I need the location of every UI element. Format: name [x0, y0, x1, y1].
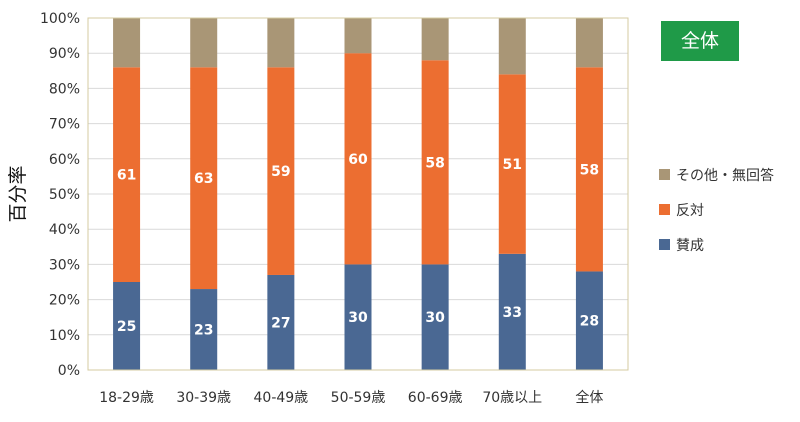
y-tick-label: 40% — [49, 222, 80, 238]
legend-label: 賛成 — [676, 238, 704, 254]
y-tick-label: 80% — [49, 81, 80, 97]
bar-segment — [190, 67, 218, 290]
y-tick-label: 20% — [49, 293, 80, 309]
y-tick-label: 0% — [58, 363, 80, 379]
bar-segment — [344, 264, 372, 370]
y-tick-label: 10% — [49, 328, 80, 344]
data-label: 25 — [117, 319, 136, 335]
bar-segment — [267, 274, 295, 370]
plot-frame — [87, 17, 629, 371]
legend-label: 反対 — [676, 203, 704, 219]
y-tick-label: 60% — [49, 152, 80, 168]
bar-segment — [267, 18, 295, 68]
data-label: 30 — [425, 310, 445, 326]
bar-segment — [498, 253, 526, 370]
y-tick-label: 30% — [49, 257, 80, 273]
y-tick-label: 90% — [49, 46, 80, 62]
x-tick-label: 60-69歳 — [408, 390, 463, 406]
bar-segment — [113, 282, 141, 370]
legend-swatch — [659, 239, 670, 250]
data-label: 33 — [503, 305, 522, 321]
bar-segment — [575, 271, 603, 370]
x-tick-label: 70歳以上 — [482, 390, 542, 406]
bar-segment — [575, 18, 603, 68]
y-tick-label: 50% — [49, 187, 80, 203]
data-label: 60 — [348, 152, 368, 168]
bars — [113, 18, 603, 370]
data-label: 58 — [580, 162, 599, 178]
bar-segment — [575, 67, 603, 272]
x-tick-label: 30-39歳 — [176, 390, 231, 406]
x-tick-label: 40-49歳 — [254, 390, 309, 406]
bar-segment — [113, 67, 141, 282]
y-tick-label: 70% — [49, 117, 80, 133]
data-label: 27 — [271, 315, 290, 331]
y-tick-label: 100% — [40, 11, 80, 27]
bar-segment — [421, 264, 449, 370]
x-tick-label: 全体 — [575, 389, 603, 406]
legend-label: その他・無回答 — [676, 167, 774, 184]
data-labels: 25 61 23 63 27 59 30 60 30 58 33 51 28 58 — [117, 152, 599, 339]
bar-segment — [267, 67, 295, 275]
data-label: 59 — [271, 164, 290, 180]
bar-segment — [113, 18, 141, 68]
legend-swatch — [659, 204, 670, 215]
x-tick-label: 50-59歳 — [331, 390, 386, 406]
axes: 0% 10% 20% 30% 40% 50% 60% 70% 80% 90% 100% 18-29歳 3… — [40, 11, 629, 406]
data-label: 63 — [194, 171, 213, 187]
y-axis-label: 百分率 — [7, 165, 29, 222]
bar-segment — [190, 18, 218, 68]
data-label: 30 — [348, 310, 368, 326]
bar-segment — [498, 74, 526, 254]
bar-segment — [344, 53, 372, 265]
bar-segment — [498, 18, 526, 75]
data-label: 28 — [580, 314, 599, 330]
bar-segment — [421, 18, 449, 61]
data-label: 23 — [194, 323, 213, 339]
legend-swatch — [659, 169, 670, 180]
bar-segment — [421, 60, 449, 265]
bar-segment — [190, 289, 218, 370]
x-tick-label: 18-29歳 — [99, 390, 154, 406]
data-label: 58 — [425, 155, 444, 171]
data-label: 51 — [503, 157, 522, 173]
overall-badge: 全体 — [661, 21, 739, 61]
data-label: 61 — [117, 168, 136, 184]
bar-segment — [344, 18, 372, 54]
